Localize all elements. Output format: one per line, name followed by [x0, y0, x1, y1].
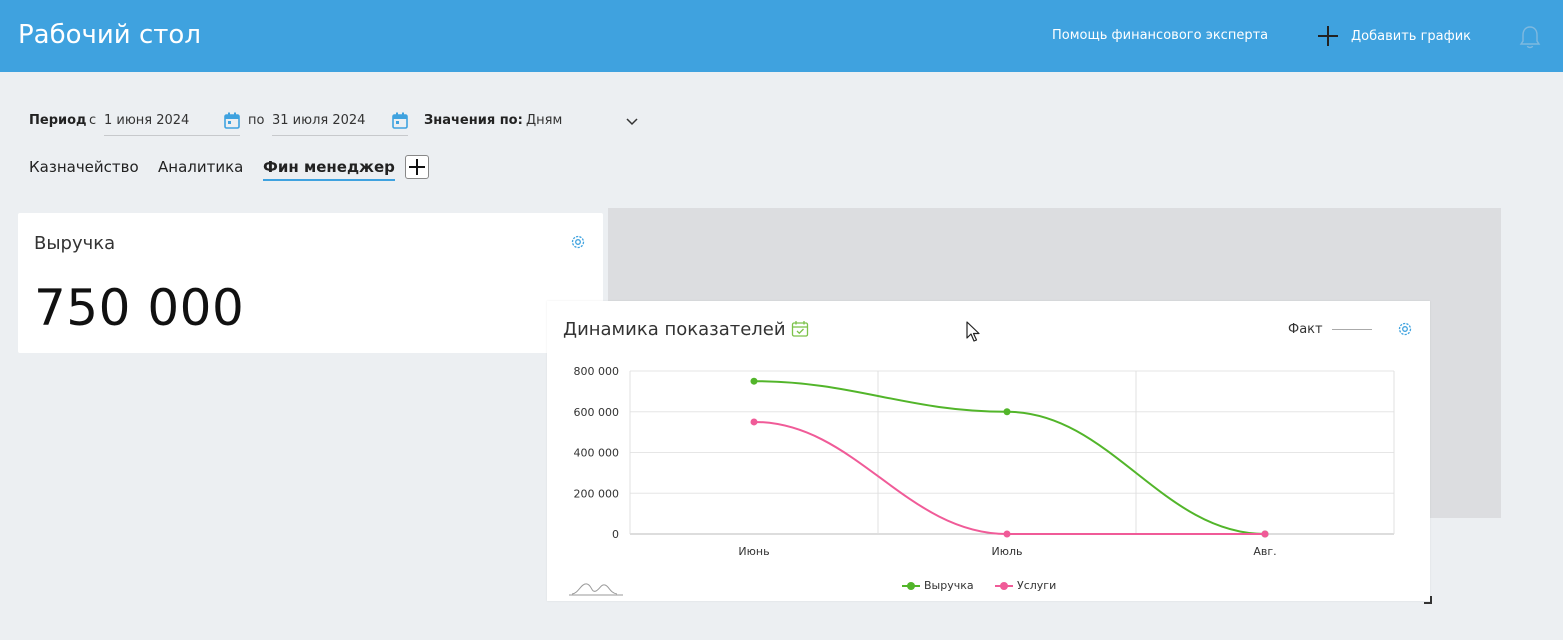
fact-legend-label: Факт — [1288, 322, 1323, 337]
x-tick-label: Июнь — [738, 545, 769, 558]
app-title: Рабочий стол — [18, 20, 201, 50]
gear-icon[interactable] — [1397, 321, 1413, 337]
widget-title: Динамика показателей — [563, 319, 786, 340]
values-by-selected: Дням — [526, 113, 563, 128]
revenue-value: 750 000 — [34, 279, 245, 337]
tab-treasury[interactable]: Казначейство — [29, 158, 139, 176]
period-label: Период — [29, 113, 87, 128]
legend-label: Услуги — [1017, 579, 1057, 592]
chevron-down-icon — [626, 118, 638, 126]
legend-item-revenue[interactable]: Выручка — [902, 579, 974, 592]
financial-expert-help-link[interactable]: Помощь финансового эксперта — [1052, 28, 1269, 43]
revenue-widget: Выручка 750 000 — [18, 213, 603, 353]
from-label: с — [89, 113, 97, 128]
tab-fin-manager[interactable]: Фин менеджер — [263, 158, 395, 181]
legend-label: Выручка — [924, 579, 974, 592]
legend-item-services[interactable]: Услуги — [995, 579, 1056, 592]
add-chart-button[interactable]: Добавить график — [1318, 25, 1471, 47]
calendar-check-icon[interactable] — [791, 320, 809, 338]
values-by-select[interactable]: Дням — [526, 108, 642, 136]
plus-icon — [1318, 26, 1338, 46]
top-header: Рабочий стол Помощь финансового эксперта… — [0, 0, 1563, 72]
y-tick-label: 600 000 — [574, 406, 620, 419]
y-tick-label: 800 000 — [574, 365, 620, 378]
date-to-input[interactable]: 31 июля 2024 — [272, 108, 408, 136]
widget-title: Выручка — [34, 233, 116, 254]
tab-analytics[interactable]: Аналитика — [158, 158, 244, 176]
dynamics-widget[interactable]: Динамика показателей Факт 800 000 600 000… — [547, 301, 1430, 601]
to-label: по — [248, 113, 265, 128]
mouse-cursor-icon — [966, 321, 980, 342]
legend-marker — [995, 581, 1013, 591]
fact-legend-line — [1332, 329, 1372, 330]
calendar-icon[interactable] — [224, 112, 240, 129]
data-point — [750, 377, 758, 385]
add-chart-label: Добавить график — [1351, 28, 1472, 44]
x-tick-label: Июль — [991, 545, 1022, 558]
data-point — [1003, 530, 1011, 538]
calendar-icon[interactable] — [392, 112, 408, 129]
series-line — [753, 380, 1266, 535]
values-by-label: Значения по: — [424, 113, 523, 128]
period-filter-bar: Период с 1 июня 2024 по 31 июля 2024 Зна… — [29, 108, 649, 136]
chart-type-icon[interactable] — [569, 581, 623, 597]
data-point — [750, 418, 758, 426]
data-point — [1003, 408, 1011, 416]
bell-icon[interactable] — [1518, 24, 1542, 50]
y-tick-label: 400 000 — [574, 447, 620, 460]
series-line — [753, 420, 1265, 535]
x-tick-label: Авг. — [1253, 545, 1276, 558]
gear-icon[interactable] — [570, 234, 586, 250]
y-tick-label: 0 — [612, 528, 619, 541]
date-from-input[interactable]: 1 июня 2024 — [104, 108, 240, 136]
data-point — [1261, 530, 1269, 538]
resize-handle[interactable] — [1424, 596, 1432, 604]
legend-marker — [902, 581, 920, 591]
add-tab-button[interactable] — [405, 155, 429, 179]
y-tick-label: 200 000 — [574, 487, 620, 500]
line-chart: 800 000 600 000 400 000 200 000 0 Июнь Июль Авг… — [574, 365, 1395, 558]
